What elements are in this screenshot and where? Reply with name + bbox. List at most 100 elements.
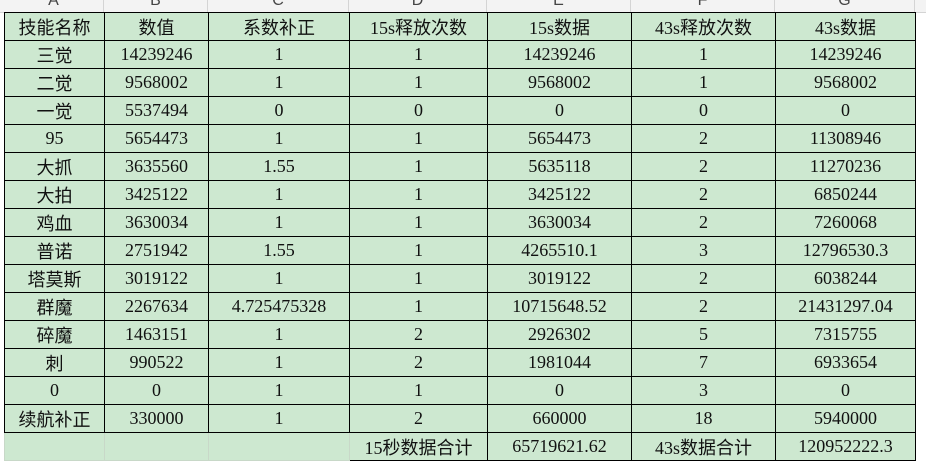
data-cell[interactable]: 1 xyxy=(208,348,350,377)
data-cell[interactable]: 1 xyxy=(349,292,488,321)
data-cell[interactable]: 2 xyxy=(631,208,776,237)
data-cell[interactable]: 1 xyxy=(208,40,350,69)
data-cell[interactable]: 群魔 xyxy=(4,292,105,321)
data-cell[interactable]: 刺 xyxy=(4,348,105,377)
data-cell[interactable]: 2267634 xyxy=(104,292,209,321)
header-cell[interactable]: 15s释放次数 xyxy=(349,12,488,41)
data-cell[interactable]: 11270236 xyxy=(775,152,916,181)
data-cell[interactable]: 3425122 xyxy=(487,180,632,209)
data-cell[interactable]: 1 xyxy=(349,152,488,181)
data-cell[interactable]: 660000 xyxy=(487,404,632,433)
data-cell[interactable]: 碎魔 xyxy=(4,320,105,349)
data-cell[interactable]: 6850244 xyxy=(775,180,916,209)
data-cell[interactable]: 3630034 xyxy=(104,208,209,237)
data-cell[interactable]: 3425122 xyxy=(104,180,209,209)
empty-cell[interactable] xyxy=(104,432,209,461)
data-cell[interactable]: 1 xyxy=(208,68,350,97)
total-15s-value[interactable]: 65719621.62 xyxy=(487,432,632,461)
data-cell[interactable]: 大拍 xyxy=(4,180,105,209)
data-cell[interactable]: 3 xyxy=(631,236,776,265)
data-cell[interactable]: 续航补正 xyxy=(4,404,105,433)
data-cell[interactable]: 1463151 xyxy=(104,320,209,349)
data-cell[interactable]: 1 xyxy=(349,124,488,153)
data-cell[interactable]: 95 xyxy=(4,124,105,153)
data-cell[interactable]: 0 xyxy=(349,96,488,125)
empty-cell[interactable] xyxy=(208,432,350,461)
data-cell[interactable]: 1 xyxy=(349,264,488,293)
data-cell[interactable]: 2 xyxy=(631,152,776,181)
data-cell[interactable]: 21431297.04 xyxy=(775,292,916,321)
data-cell[interactable]: 1 xyxy=(349,376,488,405)
data-cell[interactable]: 12796530.3 xyxy=(775,236,916,265)
data-cell[interactable]: 3635560 xyxy=(104,152,209,181)
data-cell[interactable]: 1 xyxy=(631,68,776,97)
data-cell[interactable]: 2751942 xyxy=(104,236,209,265)
data-cell[interactable]: 330000 xyxy=(104,404,209,433)
data-cell[interactable]: 5537494 xyxy=(104,96,209,125)
data-cell[interactable]: 2926302 xyxy=(487,320,632,349)
data-cell[interactable]: 3630034 xyxy=(487,208,632,237)
data-cell[interactable]: 1 xyxy=(631,40,776,69)
data-cell[interactable]: 14239246 xyxy=(104,40,209,69)
data-cell[interactable]: 5654473 xyxy=(487,124,632,153)
data-cell[interactable]: 1.55 xyxy=(208,152,350,181)
data-cell[interactable]: 5635118 xyxy=(487,152,632,181)
column-header-f[interactable]: F xyxy=(631,0,775,12)
total-43s-value[interactable]: 120952222.3 xyxy=(775,432,916,461)
data-cell[interactable]: 9568002 xyxy=(104,68,209,97)
data-cell[interactable]: 3 xyxy=(631,376,776,405)
data-cell[interactable]: 塔莫斯 xyxy=(4,264,105,293)
data-cell[interactable]: 1 xyxy=(208,180,350,209)
column-header-d[interactable]: D xyxy=(349,0,487,12)
total-43s-label[interactable]: 43s数据合计 xyxy=(631,432,776,461)
data-cell[interactable]: 1 xyxy=(208,264,350,293)
header-cell[interactable]: 43s释放次数 xyxy=(631,12,776,41)
data-cell[interactable]: 1 xyxy=(349,68,488,97)
data-cell[interactable]: 0 xyxy=(487,376,632,405)
data-cell[interactable]: 0 xyxy=(775,96,916,125)
data-cell[interactable]: 2 xyxy=(349,404,488,433)
data-cell[interactable]: 7 xyxy=(631,348,776,377)
data-cell[interactable]: 2 xyxy=(631,292,776,321)
data-cell[interactable]: 0 xyxy=(208,96,350,125)
data-cell[interactable]: 0 xyxy=(775,376,916,405)
data-cell[interactable]: 14239246 xyxy=(487,40,632,69)
data-cell[interactable]: 1 xyxy=(349,208,488,237)
data-cell[interactable]: 1 xyxy=(208,376,350,405)
column-header-b[interactable]: B xyxy=(104,0,208,12)
data-cell[interactable]: 5 xyxy=(631,320,776,349)
data-cell[interactable]: 鸡血 xyxy=(4,208,105,237)
data-cell[interactable]: 6038244 xyxy=(775,264,916,293)
data-cell[interactable]: 9568002 xyxy=(775,68,916,97)
data-cell[interactable]: 1 xyxy=(349,40,488,69)
data-cell[interactable]: 6933654 xyxy=(775,348,916,377)
column-header-e[interactable]: E xyxy=(487,0,631,12)
data-cell[interactable]: 0 xyxy=(104,376,209,405)
data-cell[interactable]: 二觉 xyxy=(4,68,105,97)
data-cell[interactable]: 1 xyxy=(349,236,488,265)
data-cell[interactable]: 1981044 xyxy=(487,348,632,377)
column-header-g[interactable]: G xyxy=(775,0,915,12)
data-cell[interactable]: 1 xyxy=(208,320,350,349)
data-cell[interactable]: 11308946 xyxy=(775,124,916,153)
data-cell[interactable]: 0 xyxy=(4,376,105,405)
data-cell[interactable]: 5654473 xyxy=(104,124,209,153)
empty-cell[interactable] xyxy=(4,432,105,461)
data-cell[interactable]: 2 xyxy=(349,348,488,377)
data-cell[interactable]: 3019122 xyxy=(487,264,632,293)
data-cell[interactable]: 2 xyxy=(631,124,776,153)
data-cell[interactable]: 3019122 xyxy=(104,264,209,293)
data-cell[interactable]: 0 xyxy=(487,96,632,125)
data-cell[interactable]: 普诺 xyxy=(4,236,105,265)
data-cell[interactable]: 1 xyxy=(349,180,488,209)
data-cell[interactable]: 9568002 xyxy=(487,68,632,97)
data-cell[interactable]: 1 xyxy=(208,124,350,153)
data-cell[interactable]: 2 xyxy=(349,320,488,349)
data-cell[interactable]: 2 xyxy=(631,180,776,209)
data-cell[interactable]: 2 xyxy=(631,264,776,293)
data-cell[interactable]: 1.55 xyxy=(208,236,350,265)
header-cell[interactable]: 43s数据 xyxy=(775,12,916,41)
column-header-c[interactable]: C xyxy=(208,0,349,12)
data-cell[interactable]: 18 xyxy=(631,404,776,433)
data-cell[interactable]: 0 xyxy=(631,96,776,125)
